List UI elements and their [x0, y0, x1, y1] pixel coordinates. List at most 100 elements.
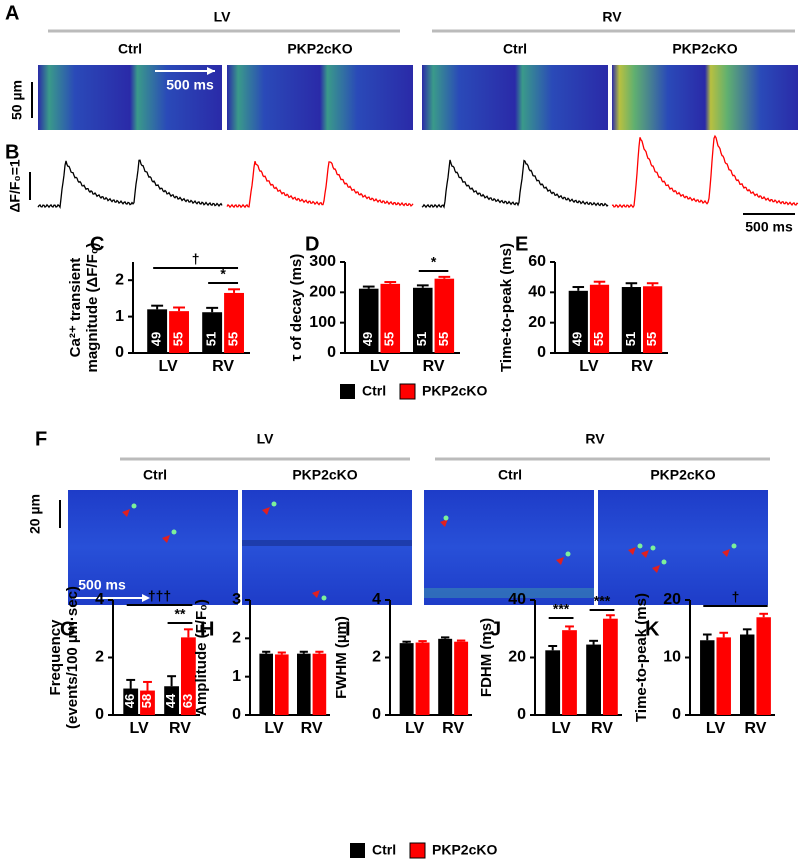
y-tick-label: 40	[528, 284, 546, 301]
count-label: 55	[644, 332, 659, 346]
panel-label: J	[490, 618, 501, 640]
group-label: RV	[585, 431, 605, 447]
y-tick-label: 2	[372, 649, 381, 666]
y-axis-label: Ca²⁺ transient	[67, 258, 84, 358]
bar	[568, 290, 588, 353]
condition-label: PKP2cKO	[287, 41, 352, 57]
condition-label: PKP2cKO	[672, 41, 737, 57]
group-label: LV	[214, 9, 232, 25]
time-scale: 500 ms	[745, 219, 793, 235]
bar	[545, 650, 561, 715]
y-axis-label: magnitude (ΔF/F₀)	[84, 242, 101, 372]
count-label: 58	[139, 694, 154, 708]
bar	[413, 287, 433, 353]
bar	[380, 283, 401, 353]
panel-label: D	[305, 233, 319, 255]
count-label: 46	[122, 694, 137, 708]
condition-label: Ctrl	[118, 41, 142, 57]
count-label: 55	[382, 332, 397, 346]
trace	[37, 159, 223, 210]
legend-label: Ctrl	[362, 383, 386, 399]
count-label: 49	[360, 332, 375, 346]
panel-label: G	[60, 618, 76, 640]
group-label: LV	[257, 431, 275, 447]
trace	[611, 134, 799, 209]
x-tick-label: LV	[579, 358, 599, 375]
y-axis-label: Amplitude (F/F₀)	[193, 599, 210, 716]
spark-image	[242, 490, 412, 605]
spark-band	[424, 588, 594, 598]
x-tick-label: LV	[129, 720, 149, 737]
x-tick-label: RV	[423, 358, 445, 375]
y-tick-label: 20	[663, 591, 681, 608]
bar	[756, 617, 771, 715]
count-label: 49	[149, 332, 164, 346]
spark-arrows	[122, 507, 730, 598]
y-tick-label: 20	[528, 314, 546, 331]
y-tick-label: 20	[508, 649, 526, 666]
trace	[421, 159, 609, 209]
count-label: 55	[225, 332, 240, 346]
y-tick-label: 0	[372, 706, 381, 723]
count-label: 63	[180, 694, 195, 708]
x-tick-label: LV	[405, 720, 425, 737]
condition-label: Ctrl	[143, 467, 167, 483]
significance-label: *	[431, 254, 437, 270]
bar	[399, 643, 414, 715]
bar	[602, 618, 618, 715]
count-label: 55	[591, 332, 606, 346]
y-tick-label: 100	[309, 314, 336, 331]
x-tick-label: RV	[631, 358, 653, 375]
bar	[586, 644, 601, 715]
group-label: RV	[602, 9, 622, 25]
space-scale: 50 µm	[9, 80, 25, 120]
legend-swatch	[409, 842, 426, 859]
count-label: 51	[204, 332, 219, 346]
y-tick-label: 0	[232, 706, 241, 723]
bar	[700, 640, 715, 715]
y-tick-label: 2	[232, 630, 241, 647]
bar	[454, 641, 469, 715]
significance-label: †††	[148, 588, 171, 604]
y-axis-label: FWHM (µm)	[333, 616, 350, 699]
spark-events	[131, 501, 737, 601]
y-tick-label: 1	[115, 308, 124, 325]
y-axis-label: Frequency	[47, 619, 64, 696]
bar	[164, 686, 179, 715]
significance-label: †	[732, 589, 740, 605]
y-axis-label: FDHM (ms)	[478, 618, 495, 697]
spark-image	[598, 490, 768, 605]
significance-label: **	[175, 606, 186, 622]
significance-label: *	[220, 266, 226, 282]
y-axis-label: τ of decay (ms)	[288, 254, 305, 362]
condition-label: PKP2cKO	[650, 467, 715, 483]
x-tick-label: RV	[591, 720, 613, 737]
condition-label: Ctrl	[498, 467, 522, 483]
legend-swatch	[399, 383, 416, 400]
bar	[259, 653, 273, 715]
bar	[169, 311, 189, 353]
y-tick-label: 0	[95, 706, 104, 723]
y-tick-label: 2	[95, 649, 104, 666]
y-tick-label: 4	[95, 591, 104, 608]
time-scale: 500 ms	[78, 577, 126, 593]
y-tick-label: 200	[309, 284, 336, 301]
count-label: 55	[170, 332, 185, 346]
panel-label: B	[5, 141, 19, 163]
amplitude-scale: ΔF/F₀=1	[7, 159, 23, 213]
x-tick-label: RV	[212, 358, 234, 375]
y-tick-label: 0	[672, 706, 681, 723]
traces	[37, 134, 799, 210]
panel-label: I	[345, 618, 351, 640]
significance-label: †	[192, 251, 200, 267]
trace	[226, 161, 414, 209]
bar	[358, 288, 379, 353]
x-tick-label: LV	[551, 720, 571, 737]
x-tick-label: RV	[442, 720, 464, 737]
count-label: 55	[436, 332, 451, 346]
x-tick-label: LV	[264, 720, 284, 737]
spark-band	[242, 540, 412, 546]
bar	[312, 653, 327, 715]
spark-image	[68, 490, 238, 605]
y-tick-label: 1	[232, 668, 241, 685]
